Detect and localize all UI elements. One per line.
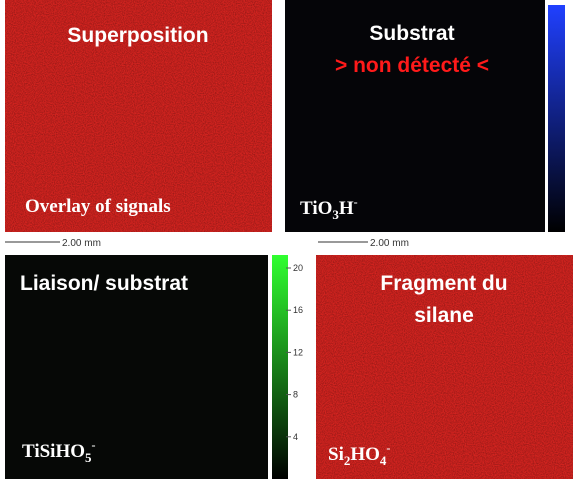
colorbar [548,5,565,232]
colorbar-label: 8 [293,390,298,400]
formula-part: - [92,438,96,452]
formula-part: 4 [380,453,387,468]
colorbar-label: 12 [293,347,303,357]
scale-label: 2.00 mm [370,238,409,249]
panel-title: Substrat [369,22,454,45]
colorbar-label: 20 [293,263,303,273]
panel-title: Superposition [67,24,208,47]
formula: TiSiHO5- [22,438,96,465]
formula-part: - [354,195,358,209]
formula-part: TiSiHO [22,441,85,462]
formula-part: Overlay of signals [25,196,171,217]
formula-part: H [339,198,354,219]
colorbar [272,255,288,479]
panel-title: Liaison/ substrat [20,272,188,295]
panel-title: Fragment du [380,272,507,295]
panel-subtitle: > non détecté < [335,54,489,77]
formula: Overlay of signals [25,196,171,217]
figure: Superposition Overlay of signals Substra… [0,0,573,479]
formula: TiO3H- [300,195,358,222]
formula-part: Si [328,444,344,465]
formula-part: 5 [85,450,92,465]
panel-title: silane [414,304,474,327]
formula-part: - [386,441,390,455]
scale-label: 2.00 mm [62,238,101,249]
colorbar-ticks: 20 16 12 8 4 [286,263,303,442]
colorbar-label: 4 [293,432,298,442]
formula-part: TiO [300,198,332,219]
formula-part: HO [350,444,380,465]
colorbar-label: 16 [293,305,303,315]
